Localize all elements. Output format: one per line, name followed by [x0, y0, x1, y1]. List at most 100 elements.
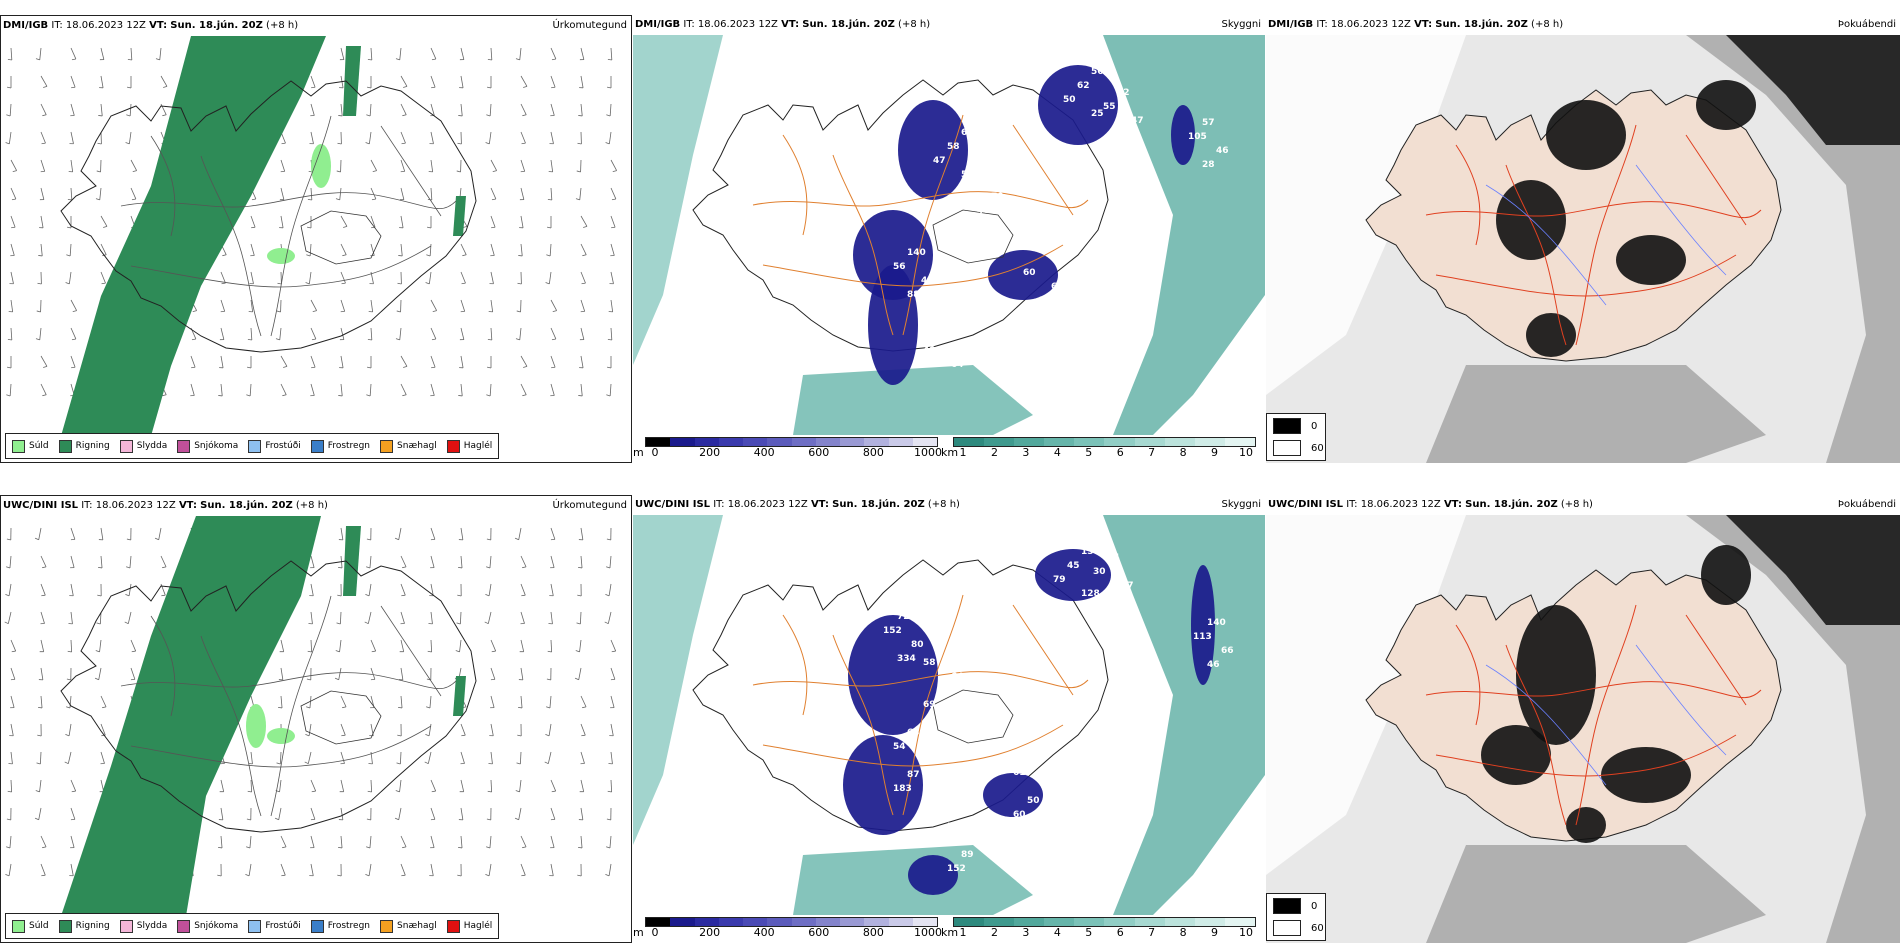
- legend-label: Haglél: [463, 441, 493, 451]
- legend-label: Snæhagl: [397, 921, 437, 931]
- colorbar-strip: [953, 917, 1256, 927]
- panel-header: DMI/IGB IT: 18.06.2023 12Z VT: Sun. 18.j…: [1268, 19, 1564, 30]
- colorbar-strip: [953, 437, 1256, 447]
- cloud-base-value: 56: [1091, 67, 1104, 77]
- colorbar-tick: 0: [651, 926, 659, 939]
- cloud-base-value: 58: [947, 142, 960, 152]
- colorbar-unit: km: [941, 926, 959, 939]
- cloud-base-value: 25: [1091, 109, 1104, 119]
- colorbar-tick: 5: [1085, 926, 1093, 939]
- legend-swatch: [310, 919, 324, 933]
- colorbar-tick: 1000: [914, 446, 942, 459]
- legend-item: Rigning: [58, 439, 110, 453]
- legend-item: Slydda: [119, 439, 167, 453]
- colorbar-tick: 4: [1053, 926, 1061, 939]
- colorbar-tick: 6: [1116, 926, 1124, 939]
- colorbar-unit: m: [633, 926, 644, 939]
- precip-map: [5, 36, 617, 436]
- fog-legend-item: 0: [1273, 898, 1317, 914]
- fog-legend-item: 60: [1273, 440, 1324, 456]
- colorbar-tick: 10: [1239, 446, 1253, 459]
- legend-swatch: [248, 439, 262, 453]
- cloud-base-value: 72: [897, 612, 910, 622]
- panel-title: Þokuábendi: [1837, 499, 1896, 510]
- cloud-panel-top: DMI/IGB IT: 18.06.2023 12Z VT: Sun. 18.j…: [633, 15, 1265, 463]
- legend-swatch: [446, 919, 460, 933]
- legend-label: Slydda: [136, 921, 168, 931]
- colorbar-tick: 7: [1148, 446, 1156, 459]
- cloud-base-value: 87: [907, 770, 920, 780]
- cloud-base-value: 46: [977, 206, 990, 216]
- precip-map: [4, 516, 617, 916]
- cloud-map: 94 64 115 58 63 58 61 140 138 30 72 64 54 54 43 113 45 37…: [633, 515, 1265, 915]
- cloud-base-value: 124: [951, 318, 970, 328]
- fog-legend-item: 0: [1273, 418, 1317, 434]
- colorbar-tick: 400: [753, 926, 775, 939]
- legend-item: Frostregn: [310, 439, 371, 453]
- legend-label: Haglél: [463, 921, 493, 931]
- legend-label: Snæhagl: [397, 441, 437, 451]
- cloud-base-value: 52: [937, 686, 950, 696]
- cloud-base-value: 250: [1093, 609, 1112, 619]
- legend-swatch: [380, 439, 394, 453]
- cloud-base-value: 183: [893, 784, 912, 794]
- fog-legend: 0 60: [1266, 413, 1326, 461]
- cloud-base-value: 152: [947, 864, 966, 874]
- cloud-panel-bottom: UWC/DINI ISL IT: 18.06.2023 12Z VT: Sun.…: [633, 495, 1265, 943]
- legend-swatch: [119, 919, 133, 933]
- panel-title: Úrkomutegund: [552, 20, 627, 31]
- cloud-base-value: 94: [1053, 533, 1066, 543]
- legend-item: Frostúði: [248, 919, 301, 933]
- panel-title: Úrkomutegund: [552, 500, 627, 511]
- cloud-base-value: 18: [1023, 310, 1036, 320]
- colorbar-unit: m: [633, 446, 644, 459]
- legend-swatch: [380, 919, 394, 933]
- colorbar-tick: 6: [1116, 446, 1124, 459]
- legend-item: Snjókoma: [177, 439, 238, 453]
- precip-panel-bottom: UWC/DINI ISL IT: 18.06.2023 12Z VT: Sun.…: [0, 495, 632, 943]
- panel-title: Skyggni: [1221, 19, 1261, 30]
- legend-item: Snæhagl: [380, 439, 437, 453]
- legend-swatch: [310, 439, 324, 453]
- colorbar-strip: [645, 917, 938, 927]
- cloud-base-value: 61: [1051, 282, 1064, 292]
- fog-panel-bottom: UWC/DINI ISL IT: 18.06.2023 12Z VT: Sun.…: [1266, 495, 1900, 943]
- colorbar-tick: 600: [808, 446, 830, 459]
- cloud-base-value: 58: [961, 170, 974, 180]
- cloud-base-value: 80: [911, 640, 924, 650]
- precip-legend: Súld Rigning Slydda Snjókoma Frostúði Frostre…: [5, 433, 500, 459]
- cloud-base-value: 42: [921, 276, 934, 286]
- legend-item: Snæhagl: [380, 919, 437, 933]
- legend-item: Frostúði: [248, 439, 301, 453]
- cloud-base-value: 63: [907, 728, 920, 738]
- cloud-base-value: 70: [991, 192, 1004, 202]
- cloud-base-value: 82: [1117, 88, 1130, 98]
- colorbar-tick: 800: [862, 926, 884, 939]
- cloud-base-value: 56: [893, 262, 906, 272]
- cloud-base-value: 88: [907, 290, 920, 300]
- colorbar-tick: 0: [651, 446, 659, 459]
- fog-legend-item: 60: [1273, 920, 1324, 936]
- cloud-base-value: 47: [1131, 116, 1144, 126]
- panel-title: Þokuábendi: [1837, 19, 1896, 30]
- colorbar-tick: 600: [808, 926, 830, 939]
- legend-label: Frostregn: [327, 921, 371, 931]
- legend-item: Snjókoma: [177, 919, 239, 933]
- fog-map: [1266, 35, 1900, 463]
- colorbar-tick: 400: [753, 446, 775, 459]
- colorbar-tick: 2: [990, 926, 998, 939]
- colorbar-tick: 8: [1179, 446, 1187, 459]
- colorbar-tick: 3: [1022, 926, 1030, 939]
- cloud-base-value: 64: [951, 360, 964, 370]
- legend-label: 60: [1311, 442, 1324, 454]
- cloud-base-value: 140: [907, 248, 926, 258]
- legend-label: Frostregn: [327, 441, 371, 451]
- cloud-base-value: 46: [1207, 660, 1220, 670]
- cloud-map: 8082605314012460575655587056506110562474…: [633, 35, 1265, 435]
- legend-label: Snjókoma: [194, 921, 239, 931]
- cloud-base-value: 58: [923, 658, 936, 668]
- colorbar-tick: 3: [1022, 446, 1030, 459]
- legend-label: Rigning: [75, 921, 110, 931]
- legend-label: Frostúði: [265, 921, 301, 931]
- cloud-base-value: 58: [961, 808, 974, 818]
